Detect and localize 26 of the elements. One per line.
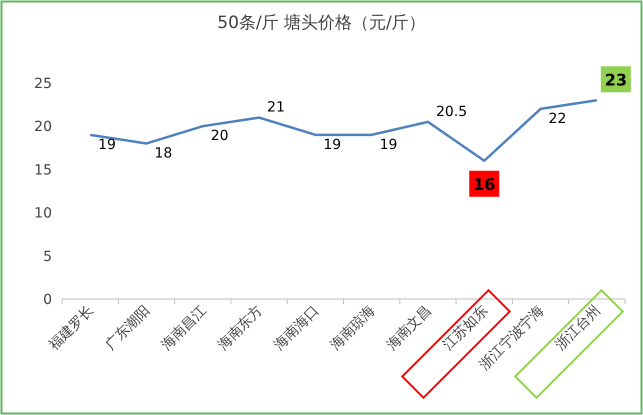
chart-title: 50条/斤 塘头价格（元/斤） xyxy=(217,13,426,33)
data-label: 19 xyxy=(98,136,116,153)
data-label: 19 xyxy=(323,136,342,153)
y-tick-label: 0 xyxy=(43,292,52,308)
x-tick-label: 海南东方 xyxy=(214,302,266,354)
data-label: 18 xyxy=(154,145,172,162)
x-tick-label: 海南昌江 xyxy=(158,302,210,354)
x-tick-label: 海南文昌 xyxy=(384,302,435,354)
x-tick-label: 江苏如东 xyxy=(440,302,492,354)
y-tick-label: 15 xyxy=(34,162,52,178)
x-tick-label: 广东潮阳 xyxy=(102,302,154,354)
x-tick-label: 海南海口 xyxy=(271,302,322,354)
data-label: 16 xyxy=(473,174,496,194)
x-tick-label: 浙江台州 xyxy=(552,302,604,354)
y-tick-label: 25 xyxy=(34,76,52,92)
data-label: 21 xyxy=(267,100,285,116)
data-label: 20.5 xyxy=(436,104,468,120)
y-tick-label: 5 xyxy=(43,248,52,265)
y-tick-label: 20 xyxy=(34,119,52,136)
x-tick-label: 海南琼海 xyxy=(328,302,378,354)
data-label: 22 xyxy=(548,110,566,127)
y-tick-label: 10 xyxy=(34,206,52,222)
data-label: 23 xyxy=(604,70,627,90)
data-label: 19 xyxy=(380,136,398,153)
line-series xyxy=(88,99,598,162)
data-label: 20 xyxy=(210,128,229,144)
